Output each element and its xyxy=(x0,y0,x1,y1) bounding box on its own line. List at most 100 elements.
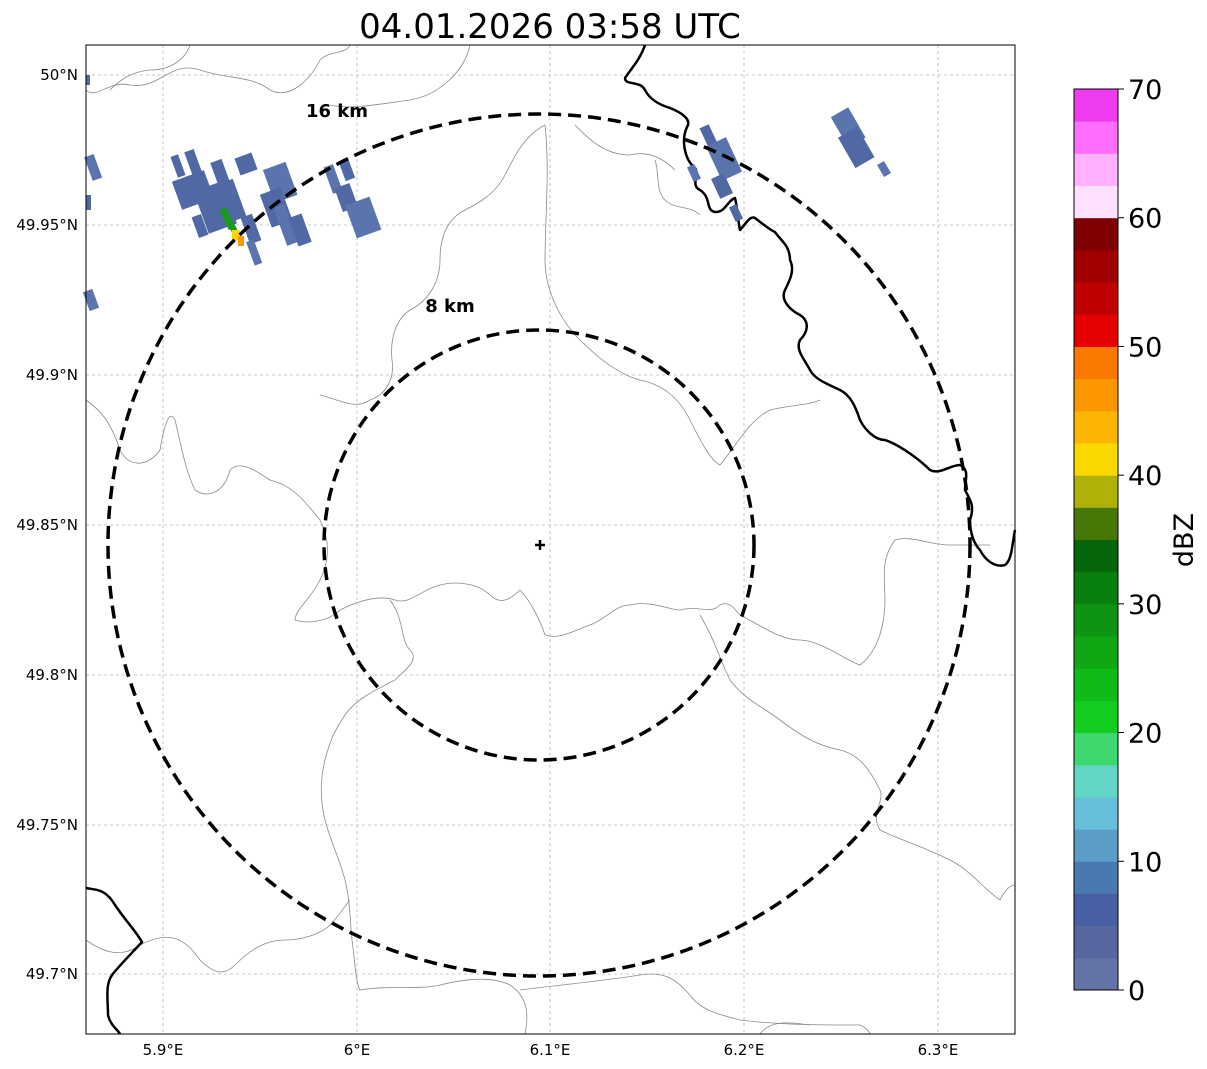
colorbar-swatch xyxy=(1074,668,1118,701)
echo-cell xyxy=(82,288,100,312)
echo-cell xyxy=(837,126,875,169)
colorbar-swatch xyxy=(1074,89,1118,122)
echo-cell xyxy=(686,164,702,182)
boundary-line xyxy=(85,399,990,666)
echo-cell xyxy=(184,149,203,176)
echo-cell xyxy=(877,160,891,178)
colorbar-swatch xyxy=(1074,185,1118,219)
colorbar-swatch xyxy=(1074,636,1118,669)
colorbar-tick-label: 20 xyxy=(1128,719,1162,750)
colorbar-swatch xyxy=(1074,603,1118,637)
colorbar-swatch xyxy=(1074,153,1118,187)
boundary-line xyxy=(759,1022,811,1035)
colorbar-swatch xyxy=(1074,957,1118,991)
border-line-sw xyxy=(85,886,144,1035)
colorbar-swatch xyxy=(1074,764,1118,798)
echo-cell xyxy=(219,178,247,222)
colorbar-swatch xyxy=(1074,442,1118,476)
echo-cluster-ne xyxy=(686,107,891,222)
colorbar-swatch xyxy=(1074,539,1118,573)
colorbar-swatch xyxy=(1074,861,1118,894)
boundary-line xyxy=(85,44,351,94)
lon-tick-label: 6.1°E xyxy=(530,1041,571,1059)
lon-tick-label: 6.3°E xyxy=(918,1041,959,1059)
echo-cluster-nw xyxy=(82,75,382,312)
echo-cell xyxy=(84,154,103,181)
colorbar-frame xyxy=(1073,88,1119,991)
colorbar-tick-label: 50 xyxy=(1128,332,1162,363)
lon-axis: 5.9°E 6°E 6.1°E 6.2°E 6.3°E xyxy=(143,1041,959,1059)
echo-cell-green xyxy=(219,207,236,231)
boundary-line xyxy=(574,124,676,171)
echo-cell xyxy=(86,75,90,85)
figure-title: 04.01.2026 03:58 UTC xyxy=(359,7,741,47)
colorbar-tick-label: 40 xyxy=(1128,461,1162,492)
lon-tick-label: 6.2°E xyxy=(724,1041,765,1059)
echo-cell xyxy=(711,173,733,199)
map-gridlines xyxy=(86,45,1015,1034)
map-panel: 16 km 8 km xyxy=(82,44,1017,1035)
echo-cell xyxy=(288,213,312,247)
lat-tick-label: 49.7°N xyxy=(26,965,78,983)
lat-tick-label: 49.95°N xyxy=(16,216,78,234)
colorbar-swatch xyxy=(1074,507,1118,540)
colorbar-swatch xyxy=(1074,346,1118,380)
echo-cell xyxy=(234,152,258,176)
echo-cell xyxy=(728,204,744,222)
colorbar-tick-label: 10 xyxy=(1128,847,1162,878)
echo-cell xyxy=(170,154,186,178)
echo-core-nw xyxy=(219,207,244,246)
colorbar-swatch xyxy=(1074,893,1118,927)
colorbar: 0 10 20 30 40 50 60 70 dBZ xyxy=(1073,75,1200,1007)
colorbar-swatch xyxy=(1074,925,1118,959)
colorbar-swatch xyxy=(1074,796,1118,830)
boundary-line xyxy=(329,44,471,108)
colorbar-swatch xyxy=(1074,571,1118,605)
map-frame xyxy=(85,44,1016,1035)
colorbar-tick-label: 0 xyxy=(1128,976,1145,1007)
lat-tick-label: 49.8°N xyxy=(26,666,78,684)
colorbar-swatch xyxy=(1074,217,1118,251)
boundary-line xyxy=(519,973,871,1035)
echo-cell xyxy=(246,239,263,266)
boundary-line xyxy=(319,124,546,405)
boundary-line xyxy=(109,44,191,91)
radar-echoes xyxy=(82,75,891,312)
echo-cell xyxy=(706,137,742,181)
lat-axis: 50°N 49.95°N 49.9°N 49.85°N 49.8°N 49.75… xyxy=(16,66,78,983)
colorbar-tick-label: 70 xyxy=(1128,75,1162,106)
radar-site-marker xyxy=(535,540,545,550)
boundary-line xyxy=(544,124,821,466)
echo-cell-orange xyxy=(238,236,244,246)
colorbar-swatch xyxy=(1074,378,1118,412)
colorbar-swatch xyxy=(1074,121,1118,154)
colorbar-tick-label: 60 xyxy=(1128,204,1162,235)
echo-cell xyxy=(273,204,299,246)
colorbar-swatch xyxy=(1074,700,1118,734)
echo-cell xyxy=(344,196,382,239)
boundary-line xyxy=(699,614,1016,901)
lat-tick-label: 49.75°N xyxy=(16,816,78,834)
colorbar-swatch xyxy=(1074,282,1118,315)
colorbar-swatch xyxy=(1074,475,1118,508)
range-ring-8km xyxy=(322,328,756,762)
lat-tick-label: 49.85°N xyxy=(16,516,78,534)
range-ring-label-8km: 8 km xyxy=(425,296,475,317)
lon-tick-label: 6°E xyxy=(344,1041,371,1059)
colorbar-tick-label: 30 xyxy=(1128,590,1162,621)
colorbar-swatch xyxy=(1074,314,1118,347)
colorbar-ticks: 0 10 20 30 40 50 60 70 xyxy=(1118,75,1162,1007)
echo-cell xyxy=(86,195,91,210)
echo-cell xyxy=(338,158,356,182)
colorbar-label: dBZ xyxy=(1169,513,1200,567)
echo-cell xyxy=(240,213,262,245)
colorbar-swatch xyxy=(1074,829,1118,862)
lat-tick-label: 49.9°N xyxy=(26,366,78,384)
range-rings xyxy=(106,112,972,978)
colorbar-swatch xyxy=(1074,732,1118,766)
echo-cell-yellow xyxy=(232,230,240,240)
boundary-line xyxy=(654,159,701,216)
colorbar-swatch xyxy=(1074,410,1118,444)
range-ring-16km xyxy=(106,112,972,978)
